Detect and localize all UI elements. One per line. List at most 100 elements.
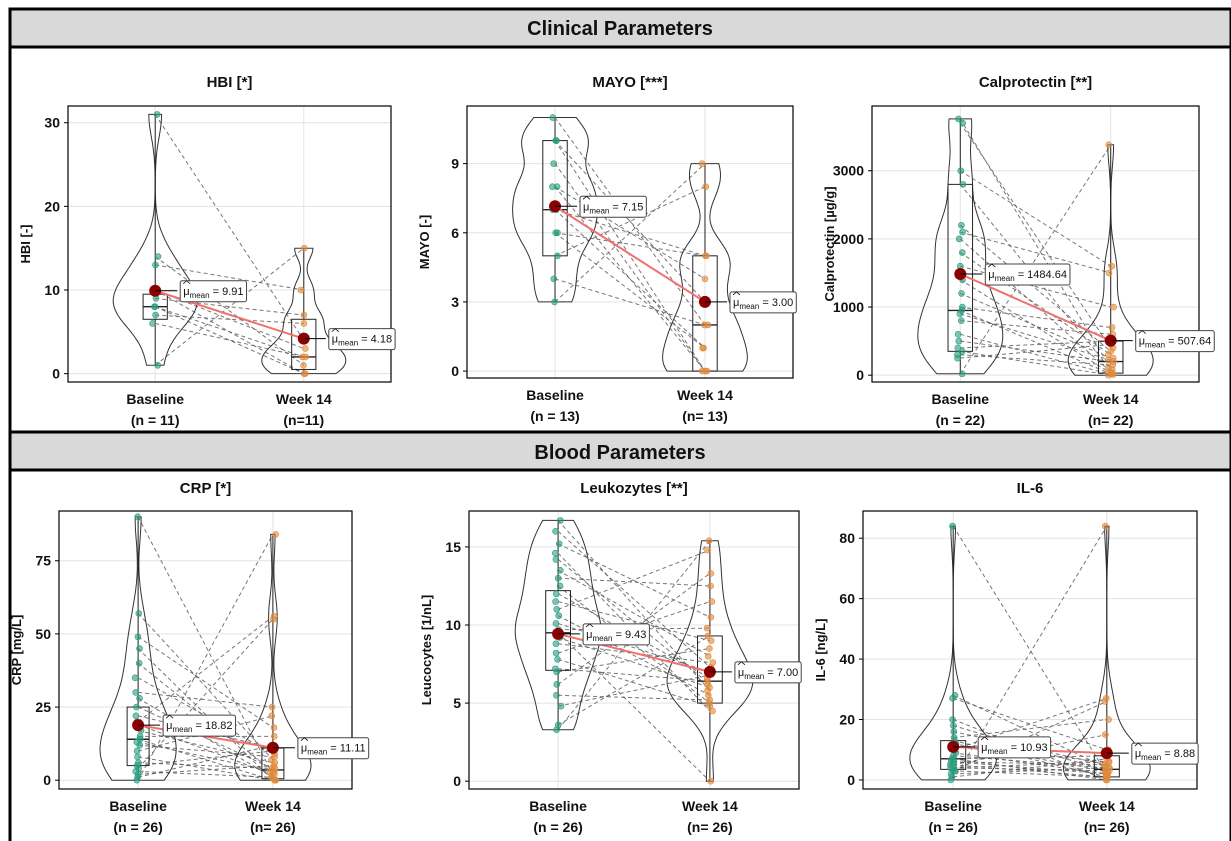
paired-line (558, 577, 710, 587)
data-point-baseline (552, 556, 560, 563)
data-point-baseline (958, 370, 966, 378)
paired-line (960, 333, 1111, 375)
data-point-week14 (707, 777, 715, 785)
data-point-baseline (550, 275, 558, 283)
plot-area-frame (58, 510, 353, 790)
y-tick-label: 0 (856, 367, 864, 383)
paired-line (557, 569, 711, 657)
paired-line (137, 534, 274, 781)
paired-line (953, 719, 1107, 739)
mean-hat (1134, 742, 1143, 747)
y-tick-label: 1000 (833, 299, 864, 315)
x-tick-label: Baseline (109, 798, 167, 814)
chart-panel-3: Calprotectin [**] Calprotectin [µg/g] 0 100… (822, 74, 1215, 428)
x-tick-sample-size: (n = 11) (131, 412, 180, 428)
mean-hat (165, 714, 174, 719)
mean-label-text: μmean = 18.82 (166, 720, 232, 734)
x-tick-sample-size: (n= 26) (250, 819, 296, 835)
data-point-week14 (698, 367, 706, 375)
paired-line (557, 543, 711, 618)
chart-title: IL-6 (1017, 480, 1044, 497)
paired-line (137, 636, 274, 728)
data-point-week14 (300, 361, 307, 369)
data-point-week14 (702, 183, 710, 190)
mean-label-box (179, 280, 248, 303)
chart-title: Leukozytes [**] (580, 480, 688, 497)
x-tick-label: Week 14 (276, 391, 332, 407)
paired-line (155, 306, 304, 375)
section-header-clinical: Clinical Parameters (8, 7, 1231, 49)
paired-line (554, 117, 706, 326)
paired-line (138, 756, 273, 781)
data-point-baseline (550, 160, 558, 167)
violin-week14 (261, 247, 347, 375)
data-point-week14 (300, 311, 308, 319)
y-tick-label: 30 (44, 115, 60, 131)
mean-label-box (162, 714, 237, 737)
paired-line (137, 613, 274, 761)
section-title-blood: Blood Parameters (534, 442, 705, 464)
mean-hat (737, 661, 746, 666)
data-point-week14 (706, 645, 713, 652)
mean-label: μmean = 11.11 (297, 737, 370, 760)
chart-panel-5: Leukozytes [**] Leucocytes [1/nL] 0 5 10 15 Ba… (419, 480, 802, 835)
paired-line (960, 265, 1111, 308)
data-point-week14 (703, 252, 710, 260)
x-tick-label: Week 14 (1079, 798, 1135, 814)
mean-label: μmean = 9.91 (179, 280, 248, 303)
section-title-clinical: Clinical Parameters (527, 18, 713, 40)
data-point-week14 (707, 637, 715, 644)
mean-label: μmean = 1484.64 (984, 263, 1071, 286)
data-point-week14 (707, 582, 714, 590)
paired-line (155, 297, 304, 316)
data-point-baseline (552, 620, 560, 627)
data-point-week14 (302, 345, 309, 352)
data-point-baseline (554, 656, 561, 663)
paired-line (557, 585, 711, 704)
paired-line (557, 530, 711, 668)
y-tick-label: 10 (445, 617, 461, 633)
data-point-baseline (557, 517, 564, 524)
paired-line (558, 694, 710, 701)
data-point-baseline (954, 351, 961, 359)
data-point-baseline (134, 513, 141, 521)
mean-label-text: μmean = 7.00 (738, 667, 798, 681)
mean-label-box (734, 661, 802, 684)
data-point-week14 (704, 546, 711, 554)
data-point-week14 (1102, 695, 1110, 702)
data-point-week14 (1109, 354, 1117, 362)
data-point-baseline (134, 633, 142, 641)
paired-line (137, 618, 274, 769)
paired-line (959, 238, 1112, 373)
paired-line (557, 520, 711, 691)
data-point-week14 (705, 537, 713, 544)
mean-label: μmean = 507.64 (1135, 330, 1215, 353)
mean-label-text: μmean = 8.88 (1135, 748, 1195, 762)
data-point-baseline (552, 549, 559, 557)
mean-label-box (579, 195, 647, 218)
data-point-baseline (136, 645, 143, 652)
mean-hat (585, 623, 594, 628)
mean-hat (331, 328, 340, 332)
data-point-baseline (552, 137, 560, 144)
x-tick-label: Week 14 (1083, 391, 1139, 407)
paired-line (154, 247, 305, 366)
paired-line (557, 549, 711, 610)
paired-line (952, 700, 1108, 772)
chart-title: MAYO [***] (592, 74, 667, 91)
data-point-week14 (707, 613, 715, 621)
paired-line (154, 256, 305, 366)
violin-baseline (112, 113, 198, 366)
data-point-week14 (700, 344, 707, 352)
data-point-baseline (133, 747, 141, 755)
data-point-baseline (136, 694, 143, 702)
mean-label-box (1131, 742, 1199, 765)
mean-label-box (984, 263, 1071, 286)
data-point-week14 (703, 624, 711, 632)
paired-line (137, 706, 274, 769)
paired-line (557, 559, 711, 685)
chart-panel-1: HBI [*] HBI [-] 0 10 20 30 Baseline (n = 11) Wee… (18, 74, 396, 428)
mean-label-text: μmean = 1484.64 (988, 269, 1067, 283)
paired-line (557, 674, 711, 707)
